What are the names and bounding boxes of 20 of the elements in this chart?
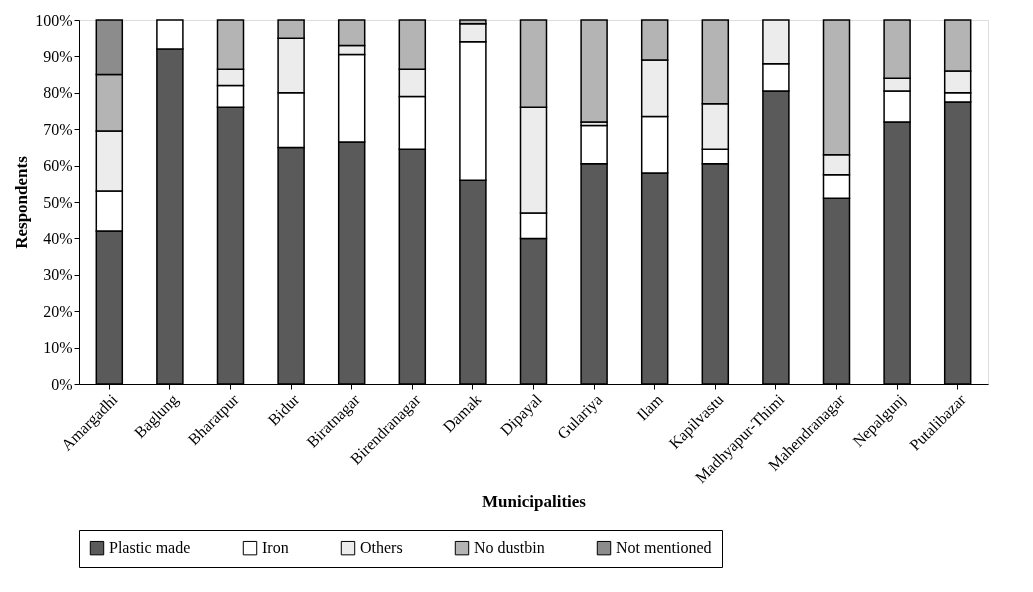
y-tick-label: 100% (35, 11, 73, 29)
legend-label: Others (360, 539, 403, 557)
x-axis-title: Municipalities (482, 492, 587, 512)
y-tick-label: 90% (43, 47, 73, 65)
legend-label: No dustbin (474, 539, 545, 557)
y-tick-label: 70% (43, 120, 73, 138)
y-tick-label: 60% (43, 157, 73, 175)
bar (580, 19, 608, 123)
legend-label: Plastic made (109, 539, 191, 557)
y-tick-label: 30% (43, 266, 73, 284)
y-tick-label: 50% (43, 193, 73, 211)
y-axis-title: Respondents (12, 155, 32, 249)
y-tick-label: 10% (43, 339, 73, 357)
legend-label: Iron (262, 539, 289, 557)
y-tick-label: 0% (51, 375, 73, 393)
y-tick-label: 20% (43, 302, 73, 320)
x-tick-label: Ilam (633, 390, 667, 424)
y-tick-label: 40% (43, 229, 73, 247)
legend-label: Not mentioned (616, 539, 712, 557)
y-tick-label: 80% (43, 84, 73, 102)
